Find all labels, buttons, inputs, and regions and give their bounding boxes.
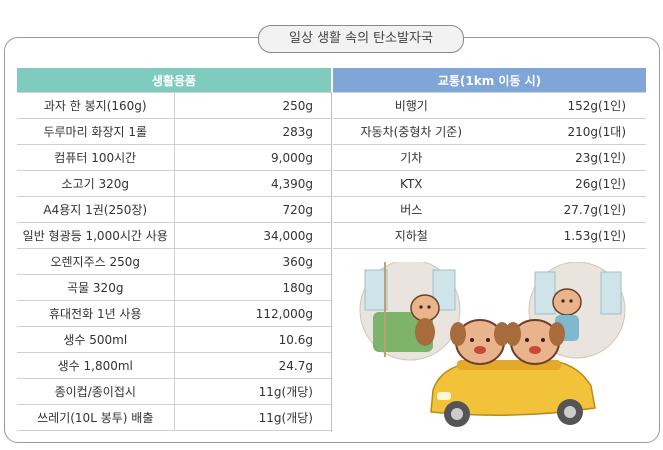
row-carbon-value: 250g xyxy=(174,92,331,119)
row-carbon-value: 180g xyxy=(174,274,331,301)
row-carbon-value: 9,000g xyxy=(174,144,331,171)
transport-header: 교통(1km 이동 시) xyxy=(333,68,646,93)
row-carbon-value: 360g xyxy=(174,248,331,275)
table-row: 지하철 1.53g(1인) xyxy=(333,222,646,249)
row-carbon-value: 11g(개당) xyxy=(174,404,331,431)
row-item-label: 일반 형광등 1,000시간 사용 xyxy=(17,222,175,249)
table-row: 과자 한 봉지(160g) 250g xyxy=(17,92,331,119)
table-row: 곡물 320g 180g xyxy=(17,274,331,301)
row-item-label: 기차 xyxy=(333,144,490,171)
table-divider xyxy=(331,92,332,432)
table-row: 소고기 320g 4,390g xyxy=(17,170,331,197)
row-item-label: 휴대전화 1년 사용 xyxy=(17,300,175,327)
page-title: 일상 생활 속의 탄소발자국 xyxy=(258,25,464,53)
yellow-car-icon xyxy=(430,359,596,427)
row-carbon-value: 4,390g xyxy=(174,170,331,197)
row-item-label: 컴퓨터 100시간 xyxy=(17,144,175,171)
row-item-label: 생수 1,800ml xyxy=(17,352,175,379)
row-carbon-value: 10.6g xyxy=(174,326,331,353)
row-carbon-value: 1.53g(1인) xyxy=(489,222,646,249)
row-carbon-value: 720g xyxy=(174,196,331,223)
table-row: 컴퓨터 100시간 9,000g xyxy=(17,144,331,171)
row-carbon-value: 26g(1인) xyxy=(489,170,646,197)
row-carbon-value: 27.7g(1인) xyxy=(489,196,646,223)
row-item-label: 종이컵/종이접시 xyxy=(17,378,175,405)
row-item-label: 쓰레기(10L 봉투) 배출 xyxy=(17,404,175,431)
table-row: 일반 형광등 1,000시간 사용 34,000g xyxy=(17,222,331,249)
row-item-label: A4용지 1권(250장) xyxy=(17,196,175,223)
cartoon-illustration xyxy=(359,262,626,427)
table-row: 휴대전화 1년 사용 112,000g xyxy=(17,300,331,327)
row-carbon-value: 283g xyxy=(174,118,331,145)
row-carbon-value: 112,000g xyxy=(174,300,331,327)
row-item-label: 비행기 xyxy=(333,92,490,119)
row-carbon-value: 152g(1인) xyxy=(489,92,646,119)
row-item-label: 자동차(중형차 기준) xyxy=(333,118,490,145)
row-carbon-value: 11g(개당) xyxy=(174,378,331,405)
household-items-header: 생활용품 xyxy=(17,68,331,93)
row-carbon-value: 23g(1인) xyxy=(489,144,646,171)
row-item-label: 과자 한 봉지(160g) xyxy=(17,92,175,119)
row-item-label: 생수 500ml xyxy=(17,326,175,353)
row-item-label: 소고기 320g xyxy=(17,170,175,197)
table-row: 생수 1,800ml 24.7g xyxy=(17,352,331,379)
row-item-label: 버스 xyxy=(333,196,490,223)
row-item-label: KTX xyxy=(333,170,490,197)
table-row: 오렌지주스 250g 360g xyxy=(17,248,331,275)
row-item-label: 지하철 xyxy=(333,222,490,249)
table-row: A4용지 1권(250장) 720g xyxy=(17,196,331,223)
dog-characters-icon xyxy=(450,319,565,365)
table-row: 자동차(중형차 기준) 210g(1대) xyxy=(333,118,646,145)
row-item-label: 두루마리 화장지 1롤 xyxy=(17,118,175,145)
table-row: 버스 27.7g(1인) xyxy=(333,196,646,223)
bus-window-scene-left xyxy=(359,262,461,361)
table-row: 생수 500ml 10.6g xyxy=(17,326,331,353)
table-row: 종이컵/종이접시 11g(개당) xyxy=(17,378,331,405)
household-items-table: 생활용품 과자 한 봉지(160g) 250g 두루마리 화장지 1롤 283g 컴퓨터… xyxy=(17,68,331,431)
row-carbon-value: 34,000g xyxy=(174,222,331,249)
table-row: 기차 23g(1인) xyxy=(333,144,646,171)
table-row: 두루마리 화장지 1롤 283g xyxy=(17,118,331,145)
row-item-label: 곡물 320g xyxy=(17,274,175,301)
table-row: 비행기 152g(1인) xyxy=(333,92,646,119)
table-row: 쓰레기(10L 봉투) 배출 11g(개당) xyxy=(17,404,331,431)
row-carbon-value: 24.7g xyxy=(174,352,331,379)
row-carbon-value: 210g(1대) xyxy=(489,118,646,145)
row-item-label: 오렌지주스 250g xyxy=(17,248,175,275)
table-row: KTX 26g(1인) xyxy=(333,170,646,197)
transport-table: 교통(1km 이동 시) 비행기 152g(1인) 자동차(중형차 기준) 210g(… xyxy=(333,68,646,249)
